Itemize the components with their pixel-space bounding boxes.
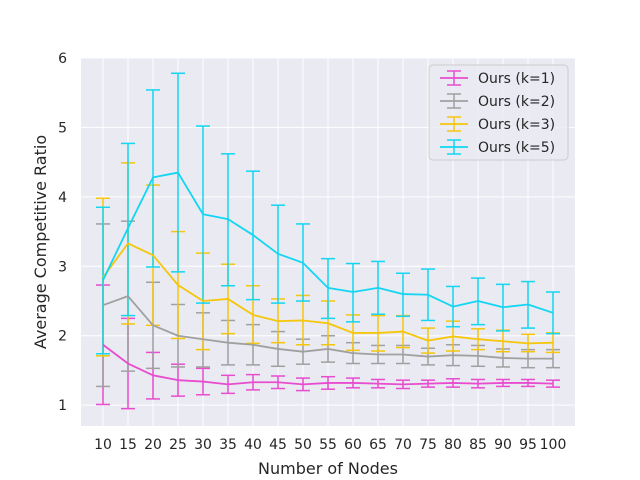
x-tick-label: 75 [419,437,437,453]
y-tick-label: 6 [58,51,67,67]
x-axis-label: Number of Nodes [258,459,398,478]
y-tick-label: 3 [58,259,67,275]
series-line-2 [102,295,553,360]
legend: Ours (k=1) Ours (k=2) Ours (k=3) Ours (k=5) [428,64,569,161]
legend-item: Ours (k=3) [440,116,555,133]
legend-item: Ours (k=5) [440,139,555,156]
series-line-4 [102,171,554,314]
x-tick-label: 25 [169,437,187,453]
x-tick-label: 10 [94,437,112,453]
x-tick-labels: 10 15 20 25 30 35 40 45 50 55 60 65 70 75 80 85 90 95 100 [94,437,566,453]
x-tick-label: 45 [269,437,287,453]
legend-label: Ours (k=3) [478,117,555,133]
x-tick-label: 90 [494,437,512,453]
x-tick-label: 65 [369,437,387,453]
legend-label: Ours (k=1) [478,71,555,87]
x-tick-label: 30 [194,437,212,453]
x-tick-label: 35 [219,437,237,453]
x-tick-label: 20 [144,437,162,453]
legend-label: Ours (k=2) [478,94,555,110]
x-tick-label: 95 [519,437,537,453]
y-tick-labels: 1 2 3 4 5 6 [58,51,67,414]
y-tick-label: 5 [58,120,67,136]
x-tick-label: 70 [394,437,412,453]
legend-item: Ours (k=1) [440,70,555,87]
legend-item: Ours (k=2) [440,93,555,110]
x-tick-label: 60 [344,437,362,453]
x-tick-label: 80 [444,437,462,453]
series-line-1 [102,344,554,386]
x-tick-label: 15 [119,437,137,453]
series-line-3 [102,242,554,345]
x-tick-label: 55 [319,437,337,453]
x-tick-label: 40 [244,437,262,453]
series-lines [102,171,554,386]
x-tick-label: 85 [469,437,487,453]
x-tick-label: 100 [540,437,567,453]
x-tick-label: 50 [294,437,312,453]
legend-box [428,64,569,161]
y-axis-label: Average Competitive Ratio [31,135,50,349]
y-tick-label: 1 [58,398,67,414]
y-tick-label: 2 [58,329,67,345]
y-tick-label: 4 [58,190,67,206]
legend-label: Ours (k=5) [478,140,555,156]
